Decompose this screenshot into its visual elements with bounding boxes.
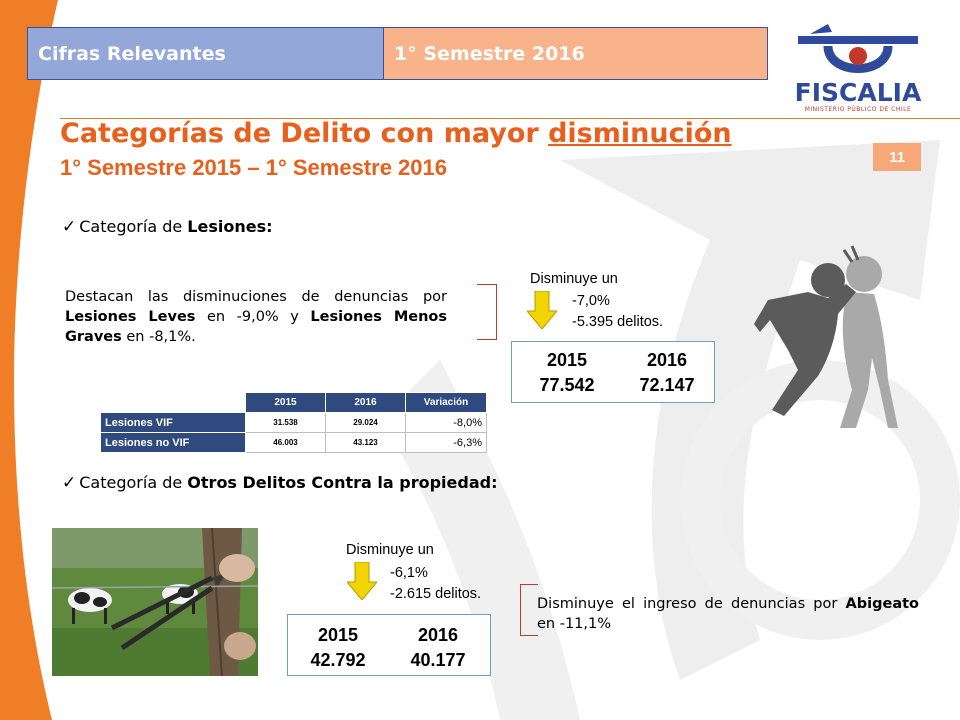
title-divider [60, 118, 960, 119]
header-section-label: Cifras Relevantes [27, 27, 384, 80]
section-propiedad-heading-prefix: Categoría de [79, 473, 188, 492]
page-title-prefix: Categorías de Delito con mayor [60, 118, 549, 149]
desc-text: en -9,0% y [195, 309, 311, 325]
table-cell: 46.003 [245, 432, 326, 453]
lesiones-year-box: 2015 2016 77.542 72.147 [511, 341, 715, 403]
callout-lesiones-label: Disminuye un [530, 271, 618, 287]
value-2015: 77.542 [539, 375, 595, 395]
page-subtitle: 1° Semestre 2015 – 1° Semestre 2016 [60, 155, 447, 180]
fiscalia-logo-icon [798, 24, 918, 73]
desc-text: Destacan las disminuciones de denuncias … [65, 289, 447, 305]
lesiones-description: Destacan las disminuciones de denuncias … [65, 287, 447, 347]
table-header-variation: Variación [405, 392, 487, 413]
down-arrow-icon [347, 562, 377, 600]
orange-swoosh-decoration [0, 0, 58, 720]
connector-bracket [477, 284, 497, 340]
page-title-emphasis: disminución [548, 118, 732, 149]
year-2015-label: 2015 [546, 350, 588, 370]
section-lesiones-heading-bold: Lesiones: [187, 217, 273, 236]
table-cell: 29.024 [325, 412, 406, 433]
table-header-2015: 2015 [245, 392, 326, 413]
table-row-label: Lesiones VIF [100, 412, 246, 433]
table-row: Lesiones VIF 31.538 29.024 -8,0% [100, 412, 487, 433]
table-cell: 31.538 [245, 412, 326, 433]
callout-propiedad-count: -2.615 delitos. [390, 586, 482, 602]
desc-text: en -11,1% [537, 616, 612, 632]
page-title: Categorías de Delito con mayor disminuci… [60, 118, 732, 149]
abigeato-description: Disminuye el ingreso de denuncias por Ab… [537, 594, 919, 634]
section-lesiones-heading: ✓ Categoría de Lesiones: [62, 217, 273, 237]
lesiones-table: 2015 2016 Variación Lesiones VIF 31.538 … [100, 392, 487, 453]
logo-subtitle: MINISTERIO PÚBLICO DE CHILE [804, 106, 912, 113]
check-icon: ✓ [62, 217, 77, 237]
callout-lesiones-percent: -7,0% [572, 293, 610, 309]
table-cell: -8,0% [405, 412, 487, 433]
header-period-label: 1° Semestre 2016 [384, 27, 768, 80]
desc-bold-abigeato: Abigeato [845, 596, 919, 612]
year-2016-label: 2016 [417, 625, 459, 645]
page-number-badge: 11 [873, 143, 921, 171]
propiedad-year-box: 2015 2016 42.792 40.177 [287, 614, 491, 676]
table-header-2016: 2016 [325, 392, 406, 413]
section-propiedad-heading: ✓ Categoría de Otros Delitos Contra la pr… [62, 473, 497, 493]
callout-lesiones-count: -5.395 delitos. [572, 314, 664, 330]
cattle-fence-cutting-photo [52, 528, 258, 676]
desc-text: en -8,1%. [121, 329, 196, 345]
section-lesiones-heading-prefix: Categoría de [79, 217, 188, 236]
table-row: Lesiones no VIF 46.003 43.123 -6,3% [100, 432, 487, 453]
value-2016: 72.147 [639, 375, 695, 395]
table-row-label: Lesiones no VIF [100, 432, 246, 453]
table-cell: -6,3% [405, 432, 487, 453]
value-2016: 40.177 [410, 650, 466, 670]
year-2016-label: 2016 [646, 350, 688, 370]
logo-wordmark: FISCALIA [794, 78, 922, 107]
table-cell: 43.123 [325, 432, 406, 453]
table-corner [100, 392, 246, 413]
desc-bold-menos-graves: Lesiones Menos Graves [65, 309, 448, 345]
fighting-figures-icon [754, 245, 898, 428]
callout-propiedad-label: Disminuye un [346, 542, 434, 558]
section-propiedad-heading-bold: Otros Delitos Contra la propiedad: [187, 473, 498, 492]
desc-text: Disminuye el ingreso de denuncias por [537, 596, 846, 612]
value-2015: 42.792 [310, 650, 366, 670]
connector-bracket [520, 584, 538, 636]
check-icon: ✓ [62, 473, 77, 493]
desc-bold-leves: Lesiones Leves [65, 309, 196, 325]
table-header-row: 2015 2016 Variación [100, 392, 487, 413]
callout-propiedad-percent: -6,1% [390, 565, 428, 581]
year-2015-label: 2015 [317, 625, 359, 645]
down-arrow-icon [527, 291, 557, 329]
